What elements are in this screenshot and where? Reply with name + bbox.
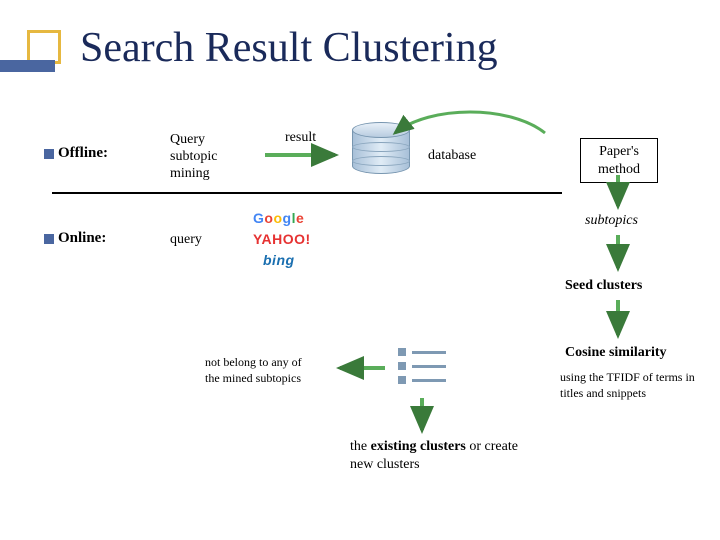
- query-subtopic-mining: Query subtopic mining: [170, 132, 217, 182]
- existing-clusters-label: the existing clusters or create new clus…: [350, 438, 520, 474]
- page-title: Search Result Clustering: [80, 24, 498, 72]
- query-label: query: [170, 232, 202, 248]
- google-logo: Google: [253, 210, 304, 226]
- label-online: Online:: [58, 230, 106, 247]
- bullet-offline: [44, 149, 54, 159]
- section-divider: [52, 192, 562, 194]
- title-bar: Search Result Clustering: [0, 22, 720, 80]
- title-square-gold: [27, 30, 61, 64]
- cosine-label: Cosine similarity: [565, 345, 667, 361]
- database-label: database: [428, 148, 476, 164]
- papers-method-box: Paper's method: [580, 138, 658, 183]
- seed-clusters-label: Seed clusters: [565, 278, 642, 294]
- database-icon: [352, 122, 410, 178]
- subtopics-label: subtopics: [585, 213, 638, 229]
- title-rect-blue: [0, 60, 55, 72]
- feedback-curve: [395, 112, 545, 133]
- list-icon: [398, 348, 446, 388]
- tfidf-note: using the TFIDF of terms in titles and s…: [560, 370, 720, 401]
- result-label: result: [285, 130, 316, 146]
- label-offline: Offline:: [58, 145, 108, 162]
- bullet-online: [44, 234, 54, 244]
- bing-logo: bing: [263, 252, 295, 268]
- not-belong-label: not belong to any of the mined subtopics: [205, 355, 340, 386]
- yahoo-logo: YAHOO!: [253, 231, 311, 247]
